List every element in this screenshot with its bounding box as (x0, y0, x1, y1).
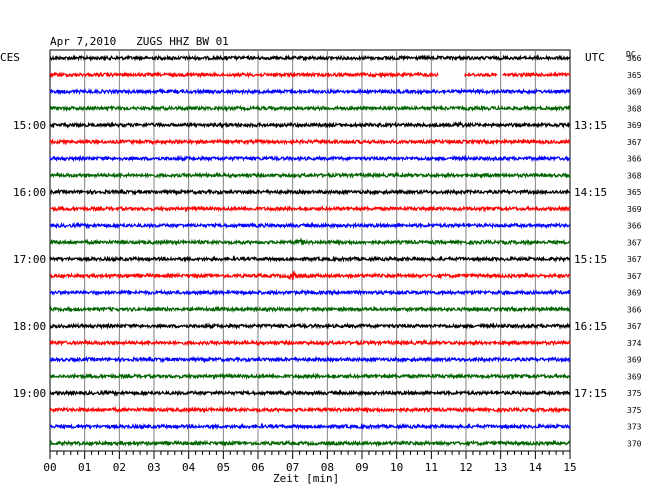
dc-value: 370 (627, 439, 642, 448)
x-tick-label: 09 (355, 461, 368, 474)
left-hour-label: 16:00 (13, 186, 46, 199)
dc-value: 369 (627, 372, 642, 381)
dc-value: 369 (627, 121, 642, 130)
trace-red (49, 137, 571, 146)
dc-value: 367 (627, 322, 642, 331)
x-tick-label: 04 (182, 461, 196, 474)
x-tick-label: 05 (217, 461, 230, 474)
dc-value: 366 (627, 155, 642, 164)
trace-green (49, 439, 571, 448)
left-hour-label: 17:00 (13, 253, 46, 266)
right-hour-label: 17:15 (574, 387, 607, 400)
dc-value: 369 (627, 289, 642, 298)
right-hour-label: 13:15 (574, 119, 607, 132)
trace-green (49, 372, 571, 381)
x-tick-label: 14 (529, 461, 543, 474)
left-timezone-label: CES (0, 51, 20, 64)
trace-blue (49, 355, 571, 364)
trace-red (49, 70, 571, 79)
trace-black (49, 120, 571, 129)
trace-blue (49, 221, 571, 230)
trace-blue (49, 87, 571, 96)
dc-value: 365 (627, 188, 642, 197)
dc-value: 369 (627, 356, 642, 365)
trace-black (49, 322, 571, 330)
dc-value: 368 (627, 104, 642, 113)
trace-green (49, 305, 571, 313)
right-hour-label: 15:15 (574, 253, 607, 266)
trace-black (49, 54, 571, 62)
right-timezone-label: UTC (585, 51, 605, 64)
trace-green (49, 104, 571, 113)
x-tick-label: 07 (286, 461, 299, 474)
trace-blue (49, 154, 571, 163)
trace-green (49, 171, 571, 180)
x-tick-label: 08 (321, 461, 334, 474)
dc-value: 366 (627, 54, 642, 63)
x-tick-label: 03 (147, 461, 160, 474)
dc-value: 367 (627, 238, 642, 247)
x-tick-label: 00 (43, 461, 56, 474)
dc-value: 366 (627, 222, 642, 231)
chart-title: Apr 7,2010 ZUGS HHZ BW 01 (50, 35, 229, 48)
dc-value: 374 (627, 339, 642, 348)
x-tick-label: 13 (494, 461, 507, 474)
dc-value: 367 (627, 255, 642, 264)
x-tick-label: 06 (251, 461, 264, 474)
dc-value: 368 (627, 171, 642, 180)
dc-header: DC (626, 50, 636, 59)
dc-value: 375 (627, 389, 642, 398)
trace-black (49, 188, 571, 196)
x-tick-label: 01 (78, 461, 91, 474)
x-tick-label: 11 (425, 461, 438, 474)
dc-value: 369 (627, 205, 642, 214)
right-hour-label: 16:15 (574, 320, 607, 333)
trace-green (49, 237, 571, 247)
trace-red (49, 338, 571, 347)
x-tick-label: 15 (563, 461, 576, 474)
dc-value: 367 (627, 272, 642, 281)
dc-value: 365 (627, 71, 642, 80)
dc-value: 373 (627, 423, 642, 432)
dc-value: 366 (627, 305, 642, 314)
hour-labels: 15:00 16:00 17:00 18:00 19:00 13:15 14:15 15:15… (13, 119, 607, 400)
trace-blue (49, 288, 571, 297)
left-hour-label: 18:00 (13, 320, 46, 333)
right-hour-label: 14:15 (574, 186, 607, 199)
trace-red (49, 405, 571, 414)
trace-red (49, 204, 571, 213)
dc-value: 369 (627, 88, 642, 97)
left-hour-label: 15:00 (13, 119, 46, 132)
x-axis-label: Zeit [min] (273, 472, 339, 485)
dc-value: 375 (627, 406, 642, 415)
x-tick-label: 02 (113, 461, 126, 474)
left-hour-label: 19:00 (13, 387, 46, 400)
trace-black (49, 255, 571, 263)
x-axis: 00 01 02 03 04 05 06 07 08 09 10 11 12 13 14 15 (43, 451, 577, 474)
x-tick-label: 12 (459, 461, 472, 474)
trace-red (49, 270, 571, 281)
dc-value: 367 (627, 138, 642, 147)
trace-blue (49, 422, 571, 431)
trace-black (49, 389, 571, 397)
minute-grid (49, 49, 571, 452)
plot-frame (49, 49, 571, 452)
x-tick-label: 10 (390, 461, 403, 474)
seismic-traces: 366 365 369 368 369 367 366 368 365 369 366 367 367 3… (49, 54, 642, 448)
